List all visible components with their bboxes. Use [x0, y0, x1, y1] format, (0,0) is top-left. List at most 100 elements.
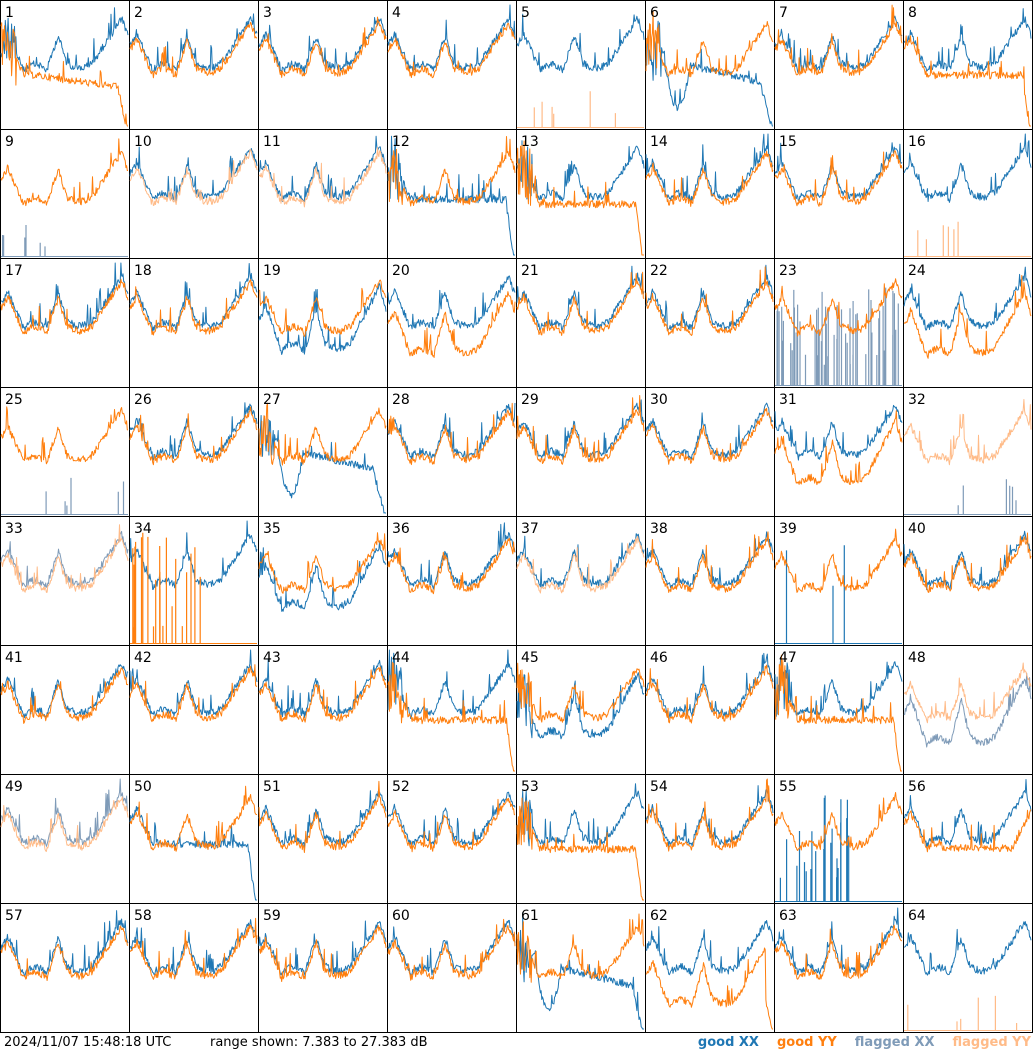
panel-55-xx-spikes [779, 795, 850, 902]
panel-25-xx-spikes [45, 477, 125, 515]
legend-flagged-yy: flagged YY [952, 1035, 1032, 1050]
panel-37-xx [516, 533, 645, 589]
panel-43-label: 43 [263, 650, 281, 666]
panel-1-label: 1 [5, 5, 14, 21]
panel-6-label: 6 [650, 5, 659, 21]
panel-33-xx [0, 530, 129, 588]
panel-6-xx [645, 20, 773, 127]
panel-9-frame [0, 129, 130, 259]
panel-58-yy [129, 917, 258, 980]
panel-15-label: 15 [779, 134, 797, 150]
panel-48-yy [903, 662, 1032, 724]
panel-30-yy [645, 407, 774, 465]
panel-54-label: 54 [650, 779, 668, 795]
panel-7-label: 7 [779, 5, 788, 21]
panel-48-xx [903, 672, 1032, 748]
panel-29-xx [516, 399, 645, 461]
panel-18-label: 18 [134, 263, 152, 279]
panel-34-label: 34 [134, 521, 152, 537]
range-text: range shown: 7.383 to 27.383 dB [210, 1035, 428, 1050]
panel-60-label: 60 [392, 908, 410, 924]
panel-13-frame [516, 129, 646, 259]
panel-56-label: 56 [908, 779, 926, 795]
panel-57-yy [0, 925, 129, 981]
panel-47-frame [774, 645, 904, 775]
panel-22-label: 22 [650, 263, 668, 279]
panel-22-yy [645, 266, 774, 336]
panel-45-label: 45 [521, 650, 539, 666]
panel-22-xx [645, 264, 774, 331]
panel-50-yy [129, 785, 257, 852]
panel-49-yy [0, 796, 129, 852]
panel-32-yy [903, 399, 1032, 466]
panel-63-label: 63 [779, 908, 797, 924]
panel-25-yy [0, 406, 129, 465]
panel-48-label: 48 [908, 650, 926, 666]
panel-51-label: 51 [263, 779, 281, 795]
panel-54-xx [645, 785, 774, 848]
panel-2-xx [129, 13, 258, 73]
panel-7-yy [774, 4, 903, 76]
panel-47-label: 47 [779, 650, 797, 666]
panel-40-label: 40 [908, 521, 926, 537]
panel-9-label: 9 [5, 134, 14, 150]
panel-13-xx [516, 140, 645, 202]
panel-9-yy [0, 138, 128, 207]
panel-49-label: 49 [5, 779, 23, 795]
timestamp: 2024/11/07 15:48:18 UTC [4, 1035, 172, 1050]
panel-27-label: 27 [263, 392, 281, 408]
panel-3-yy [258, 16, 387, 78]
panel-17-xx [0, 262, 129, 332]
panel-44-xx [387, 649, 516, 719]
legend: good XX good YY flagged XX flagged YY [698, 1035, 1031, 1050]
panel-19-label: 19 [263, 263, 281, 279]
panel-4-xx [387, 4, 516, 73]
panel-58-label: 58 [134, 908, 152, 924]
panel-50-label: 50 [134, 779, 152, 795]
panel-40-yy [903, 532, 1032, 593]
panel-50-xx [129, 806, 257, 901]
panel-16-label: 16 [908, 134, 926, 150]
panel-46-yy [645, 664, 774, 724]
panel-13-yy [516, 140, 644, 256]
panel-31-yy [774, 410, 903, 486]
panel-20-label: 20 [392, 263, 410, 279]
panel-60-yy [387, 918, 516, 981]
panel-42-yy [129, 664, 258, 723]
panel-5-frame [516, 0, 646, 130]
panel-41-label: 41 [5, 650, 23, 666]
panel-1-xx [0, 7, 129, 73]
panel-27-xx [258, 415, 386, 514]
panel-36-label: 36 [392, 521, 410, 537]
panel-27-yy [258, 402, 387, 466]
panel-36-yy [387, 537, 516, 595]
panel-21-yy [516, 271, 645, 336]
panel-39-label: 39 [779, 521, 797, 537]
panel-25-label: 25 [5, 392, 23, 408]
panel-59-xx [258, 920, 387, 977]
panel-20-yy [387, 291, 516, 358]
panel-44-yy [387, 661, 515, 772]
panel-64-label: 64 [908, 908, 926, 924]
legend-good-yy: good YY [776, 1035, 837, 1050]
panel-7-xx [774, 15, 903, 74]
panel-56-yy [903, 809, 1032, 853]
panel-59-yy [258, 925, 387, 982]
panel-2-yy [129, 21, 258, 79]
panel-34-xx [129, 520, 258, 590]
legend-good-xx: good XX [697, 1035, 759, 1050]
panel-43-yy [258, 666, 387, 723]
panel-39-yy [774, 528, 903, 593]
panel-24-yy [903, 275, 1032, 359]
panel-13-label: 13 [521, 134, 539, 150]
panel-46-label: 46 [650, 650, 668, 666]
panel-10-yy [129, 149, 258, 206]
panel-15-xx [774, 142, 903, 202]
panel-21-label: 21 [521, 263, 539, 279]
panel-41-yy [0, 667, 129, 724]
panel-2-label: 2 [134, 5, 143, 21]
panel-17-yy [0, 278, 129, 335]
panel-37-yy [516, 535, 645, 594]
panel-45-yy [516, 662, 645, 725]
panel-4-yy [387, 22, 516, 79]
